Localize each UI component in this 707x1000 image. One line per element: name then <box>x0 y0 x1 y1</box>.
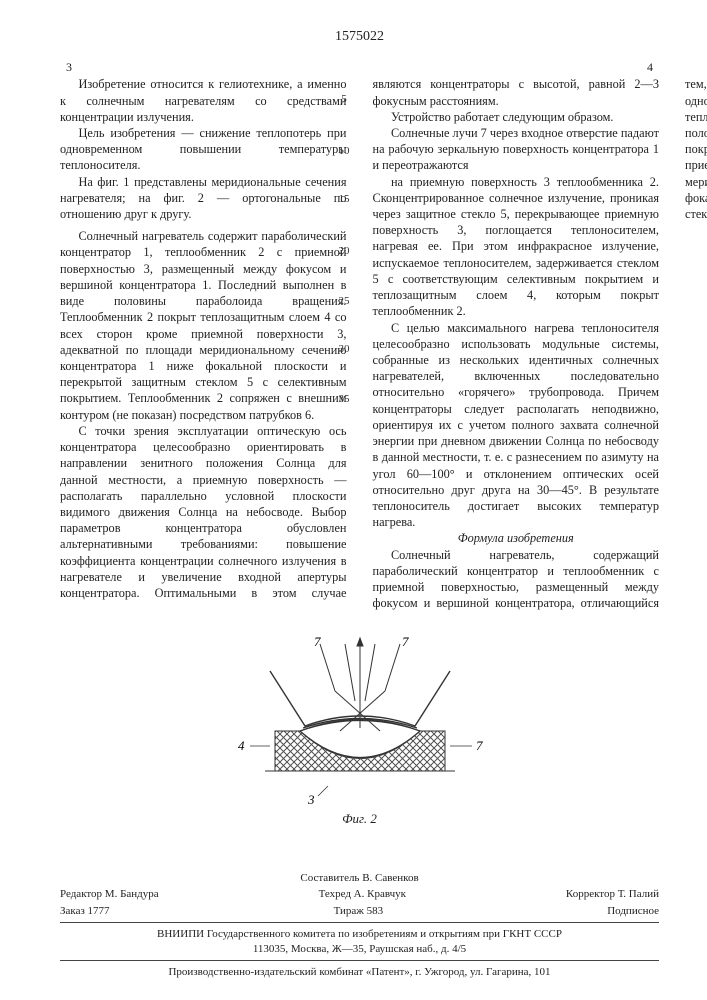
para: На фиг. 1 представлены меридиональные се… <box>60 174 347 223</box>
figure-caption: Фиг. 2 <box>60 810 659 827</box>
publisher-org: ВНИИПИ Государственного комитета по изоб… <box>60 927 659 942</box>
compiler: Составитель В. Савенков <box>60 871 659 886</box>
page-num-left: 3 <box>66 60 72 76</box>
fig-label-7b: 7 <box>402 636 409 649</box>
publisher-addr2: Производственно-издательский комбинат «П… <box>60 965 659 980</box>
page-num-right: 4 <box>647 60 653 76</box>
page: 1575022 5 10 15 20 25 30 35 3 4 Изобрете… <box>0 0 707 1000</box>
para: С целью максимального нагрева теплоносит… <box>373 320 660 531</box>
para: Устройство работает следующим образом. <box>373 109 660 125</box>
tirage: Тираж 583 <box>334 904 384 919</box>
figure-2: 4 7 7 7 3 Фиг. 2 <box>60 636 659 827</box>
line-marker: 25 <box>334 296 354 307</box>
tech-editor: Техред А. Кравчук <box>319 887 406 902</box>
line-marker: 30 <box>334 344 354 355</box>
para: Цель изобретения — снижение теплопотерь … <box>60 125 347 174</box>
para: Солнечные лучи 7 через входное отверстие… <box>373 125 660 174</box>
line-marker: 35 <box>334 394 354 405</box>
para: Солнечный нагреватель содержит параболич… <box>60 228 347 423</box>
line-marker: 10 <box>334 146 354 157</box>
formula-heading: Формула изобретения <box>373 530 660 546</box>
imprint-footer: Составитель В. Савенков Редактор М. Банд… <box>60 871 659 980</box>
para: на приемную поверхность 3 теплообменника… <box>373 174 660 320</box>
publisher-addr1: 113035, Москва, Ж—35, Раушская наб., д. … <box>60 942 659 957</box>
line-marker: 5 <box>334 94 354 105</box>
figure-svg: 4 7 7 7 3 <box>210 636 510 806</box>
line-marker: 20 <box>334 246 354 257</box>
line-marker: 15 <box>334 194 354 205</box>
fig-label-7c: 7 <box>476 738 483 753</box>
fig-label-7a: 7 <box>314 636 321 649</box>
corrector: Корректор Т. Палий <box>566 887 659 902</box>
para: Изобретение относится к гелиотехнике, а … <box>60 76 347 125</box>
fig-label-3: 3 <box>307 792 315 806</box>
document-number: 1575022 <box>60 28 659 46</box>
order-no: Заказ 1777 <box>60 904 110 919</box>
subscribe: Подписное <box>607 904 659 919</box>
body-columns: Изобретение относится к гелиотехнике, а … <box>60 76 659 616</box>
editor: Редактор М. Бандура <box>60 887 159 902</box>
fig-label-4: 4 <box>238 738 245 753</box>
